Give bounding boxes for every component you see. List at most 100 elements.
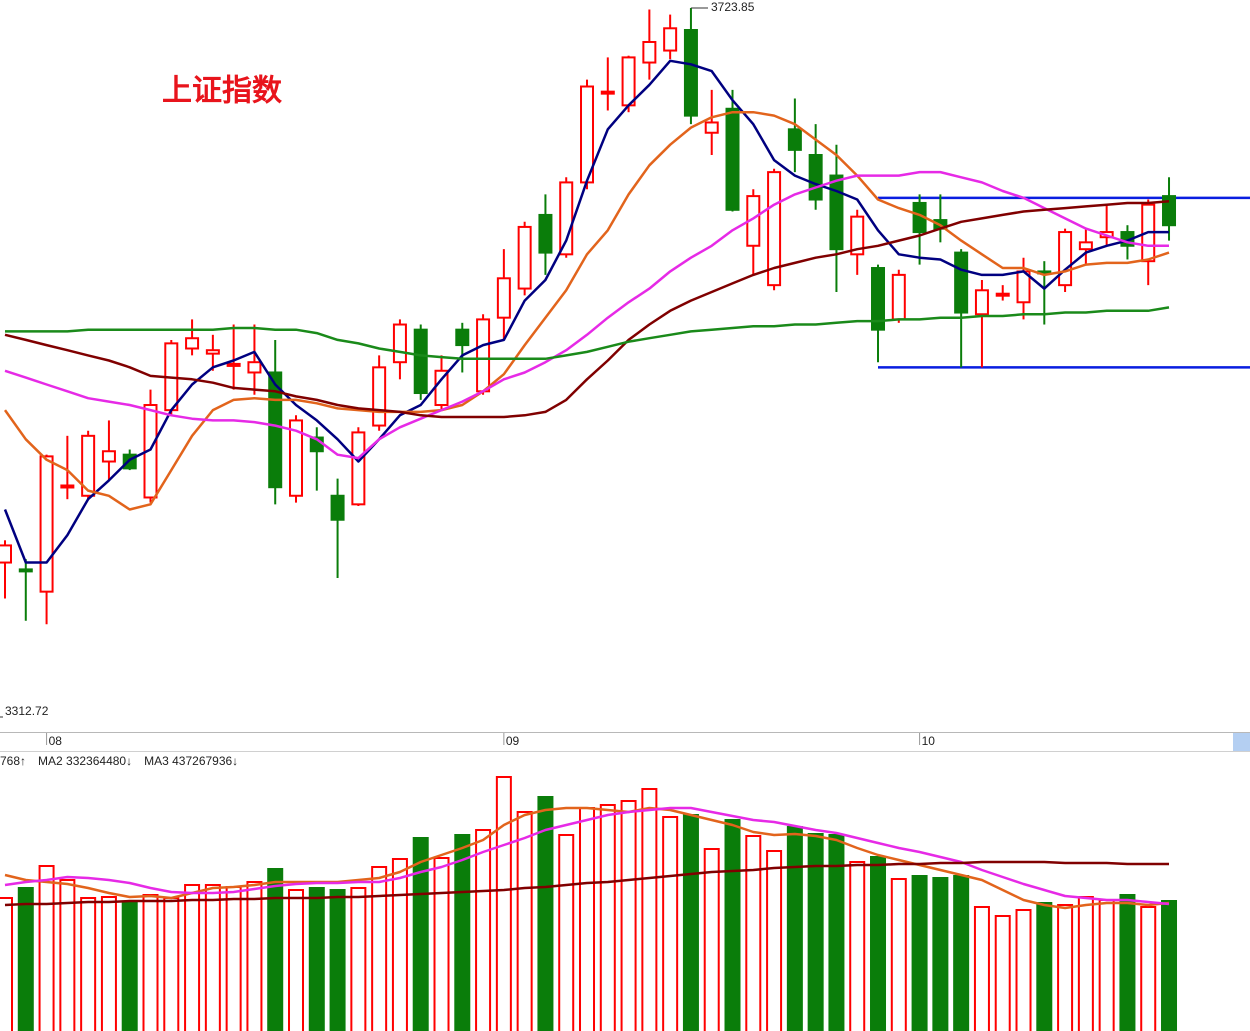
- candle-body: [247, 361, 262, 374]
- volume-bar: [932, 877, 949, 1031]
- volume-bar: [350, 887, 367, 1031]
- volume-bar: [911, 875, 928, 1031]
- volume-bar: [38, 865, 55, 1031]
- volume-bar: [558, 834, 575, 1031]
- volume-bar: [724, 819, 741, 1031]
- candle-body: [725, 107, 740, 211]
- volume-bar: [225, 886, 242, 1031]
- x-tick-label: 08: [49, 734, 63, 748]
- candle-body: [954, 251, 969, 314]
- candle-body: [600, 90, 615, 95]
- candle-body: [974, 289, 989, 316]
- volume-bar: [662, 816, 679, 1031]
- candle-body: [850, 215, 865, 256]
- volume-bar: [828, 834, 845, 1031]
- candle-body: [392, 323, 407, 364]
- volume-bar: [1077, 896, 1094, 1031]
- volume-bar: [204, 884, 221, 1031]
- candle-body: [1058, 231, 1073, 287]
- candle-body: [621, 56, 636, 107]
- candle-body: [496, 277, 511, 319]
- candle-body: [413, 328, 428, 395]
- volume-bar: [766, 850, 783, 1031]
- volume-bar: [1057, 904, 1074, 1031]
- legend-entry: 768↑: [0, 754, 26, 768]
- volume-bar: [121, 902, 138, 1031]
- candle-body: [683, 29, 698, 117]
- volume-bar: [516, 811, 533, 1031]
- volume-bar: [142, 894, 159, 1031]
- volume-bar: [454, 834, 471, 1031]
- candle-body: [787, 128, 802, 151]
- volume-bar: [163, 897, 180, 1031]
- volume-bar: [1015, 909, 1032, 1031]
- volume-bar: [433, 857, 450, 1031]
- candle-body: [18, 568, 33, 573]
- candle-body: [39, 455, 54, 593]
- volume-bar: [371, 866, 388, 1031]
- candle-body: [767, 171, 782, 287]
- volume-bar: [994, 915, 1011, 1031]
- candle-body: [455, 328, 470, 347]
- volume-bar: [745, 835, 762, 1031]
- volume-ma-line: [4, 806, 1170, 906]
- volume-ma-line: [4, 806, 1170, 910]
- volume-bar: [1140, 906, 1157, 1031]
- volume-bar: [849, 861, 866, 1031]
- candle-body: [351, 431, 366, 506]
- scroll-button[interactable]: [1233, 733, 1250, 751]
- legend-entry: MA2 332364480↓: [38, 754, 132, 768]
- candle-body: [81, 434, 96, 497]
- candle-body: [185, 337, 200, 350]
- volume-bar: [890, 878, 907, 1031]
- candle-body: [268, 371, 283, 489]
- volume-bar: [786, 826, 803, 1031]
- x-tick-label: 09: [506, 734, 520, 748]
- ma-line: [3, 110, 1170, 511]
- volume-bar: [80, 897, 97, 1031]
- candle-body: [101, 450, 116, 463]
- volume-bar: [1161, 900, 1178, 1031]
- volume-bar: [973, 906, 990, 1031]
- volume-bar: [1098, 899, 1115, 1031]
- ma-line: [5, 306, 1170, 361]
- candle-body: [0, 544, 12, 564]
- volume-bar: [579, 807, 596, 1031]
- candle-body: [704, 121, 719, 134]
- ma-line: [3, 59, 1169, 564]
- volume-bar: [599, 804, 616, 1031]
- candle-body: [642, 40, 657, 64]
- candle-body: [871, 267, 886, 331]
- x-tick-label: 10: [922, 734, 936, 748]
- candle-body: [372, 366, 387, 427]
- volume-bar: [288, 889, 305, 1031]
- candle-body: [995, 292, 1010, 297]
- volume-bar: [391, 858, 408, 1031]
- candle-body: [517, 225, 532, 290]
- volume-bar: [1036, 902, 1053, 1031]
- volume-bar: [329, 889, 346, 1031]
- max-label: 3723.85: [711, 0, 755, 14]
- volume-bar: [17, 887, 34, 1031]
- volume-bar: [641, 788, 658, 1031]
- volume-bar: [495, 776, 512, 1031]
- volume-bar: [807, 833, 824, 1031]
- candle-body: [1078, 241, 1093, 251]
- candle-body: [1162, 195, 1177, 227]
- ma-line: [4, 199, 1170, 419]
- candle-body: [330, 494, 345, 521]
- volume-bar: [412, 837, 429, 1031]
- candle-body: [205, 349, 220, 355]
- candle-body: [663, 27, 678, 52]
- volume-bar: [100, 896, 117, 1031]
- volume-bar: [267, 868, 284, 1031]
- candle-body: [289, 419, 304, 497]
- candle-body: [891, 273, 906, 321]
- candle-body: [476, 318, 491, 393]
- volume-bar: [703, 848, 720, 1031]
- volume-bar: [246, 881, 263, 1031]
- candle-body: [226, 362, 241, 367]
- ma-line: [4, 170, 1169, 460]
- min-label: 3312.72: [5, 704, 49, 718]
